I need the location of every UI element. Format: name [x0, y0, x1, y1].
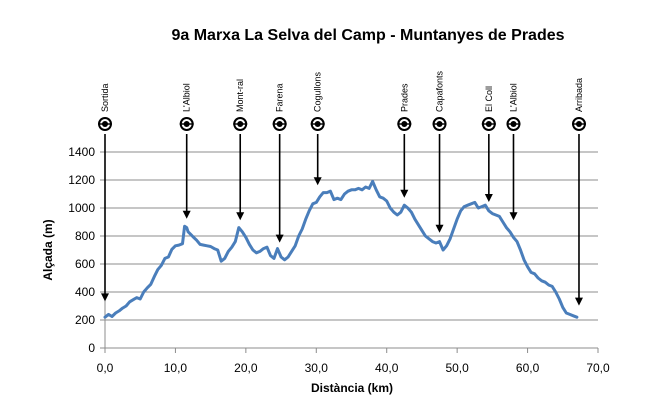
- waypoint-label: Prades: [399, 83, 409, 112]
- x-tick-label: 10,0: [164, 361, 188, 375]
- abc-marker-icon: [506, 117, 521, 131]
- axes: [104, 152, 598, 349]
- y-tick-label: 1200: [68, 173, 95, 187]
- abc-marker-icon: [432, 117, 447, 131]
- x-tick-label: 70,0: [586, 361, 610, 375]
- waypoint-label: Cogullons: [313, 71, 323, 112]
- waypoint: L'Albiol: [179, 83, 194, 219]
- arrow-head-icon: [101, 293, 109, 302]
- y-tick-label: 200: [75, 313, 95, 327]
- x-tick-label: 40,0: [375, 361, 399, 375]
- waypoint: L'Albiol: [506, 83, 521, 221]
- arrow-head-icon: [509, 212, 518, 221]
- x-axis-title: Distància (km): [311, 381, 393, 395]
- y-axis-ticks: 0 200 400 600 800 1000 1200 1400: [68, 145, 105, 355]
- y-tick-label: 1400: [68, 145, 95, 159]
- y-axis-title: Alçada (m): [41, 219, 55, 280]
- elevation-series-line: [103, 179, 579, 319]
- y-tick-label: 1000: [68, 201, 95, 215]
- waypoints: Sortida L'Albiol Mont-ral Farena Cogullons Pr…: [98, 70, 586, 306]
- waypoint: Farena: [272, 83, 287, 243]
- x-axis-ticks: 0,0 10,0 20,0 30,0 40,0 50,0 60,0 70,0: [97, 348, 610, 375]
- waypoint-label: Sortida: [100, 83, 110, 112]
- abc-marker-icon: [481, 117, 496, 131]
- arrow-head-icon: [236, 212, 245, 221]
- waypoint-label: L'Albiol: [508, 83, 518, 112]
- y-tick-label: 0: [88, 341, 95, 355]
- chart-title: 9a Marxa La Selva del Camp - Muntanyes d…: [171, 27, 564, 44]
- waypoint-label: L'Albiol: [182, 83, 192, 112]
- grid: [105, 151, 598, 321]
- abc-marker-icon: [571, 117, 586, 131]
- arrow-head-icon: [435, 224, 444, 233]
- y-tick-label: 400: [75, 285, 95, 299]
- arrow-head-icon: [574, 297, 583, 306]
- arrow-head-icon: [484, 194, 493, 202]
- arrow-head-icon: [275, 234, 284, 243]
- waypoint: Mont-ral: [233, 79, 248, 221]
- waypoint-label: Mont-ral: [235, 79, 245, 112]
- waypoint-label: Arribada: [574, 78, 584, 112]
- arrow-head-icon: [313, 177, 322, 186]
- waypoint: Arribada: [571, 78, 586, 306]
- abc-marker-icon: [310, 117, 325, 131]
- abc-marker-icon: [397, 117, 412, 131]
- abc-marker-icon: [233, 117, 248, 131]
- abc-marker-icon: [272, 117, 287, 131]
- x-tick-label: 60,0: [516, 361, 540, 375]
- x-tick-label: 50,0: [445, 361, 469, 375]
- x-tick-label: 30,0: [305, 361, 329, 375]
- waypoint: Prades: [397, 83, 412, 198]
- waypoint: El Coll: [481, 86, 496, 202]
- waypoint-label: El Coll: [484, 86, 494, 112]
- x-tick-label: 0,0: [97, 361, 114, 375]
- y-tick-label: 600: [75, 257, 95, 271]
- abc-marker-icon: [98, 117, 112, 131]
- abc-marker-icon: [179, 117, 194, 131]
- waypoint: Capafonts: [432, 70, 447, 233]
- waypoint-label: Farena: [275, 83, 285, 112]
- waypoint: Sortida: [98, 83, 112, 302]
- arrow-head-icon: [400, 189, 409, 198]
- waypoint: Cogullons: [310, 71, 325, 186]
- x-tick-label: 20,0: [234, 361, 258, 375]
- waypoint-label: Capafonts: [435, 70, 445, 112]
- y-tick-label: 800: [75, 229, 95, 243]
- arrow-head-icon: [182, 210, 191, 219]
